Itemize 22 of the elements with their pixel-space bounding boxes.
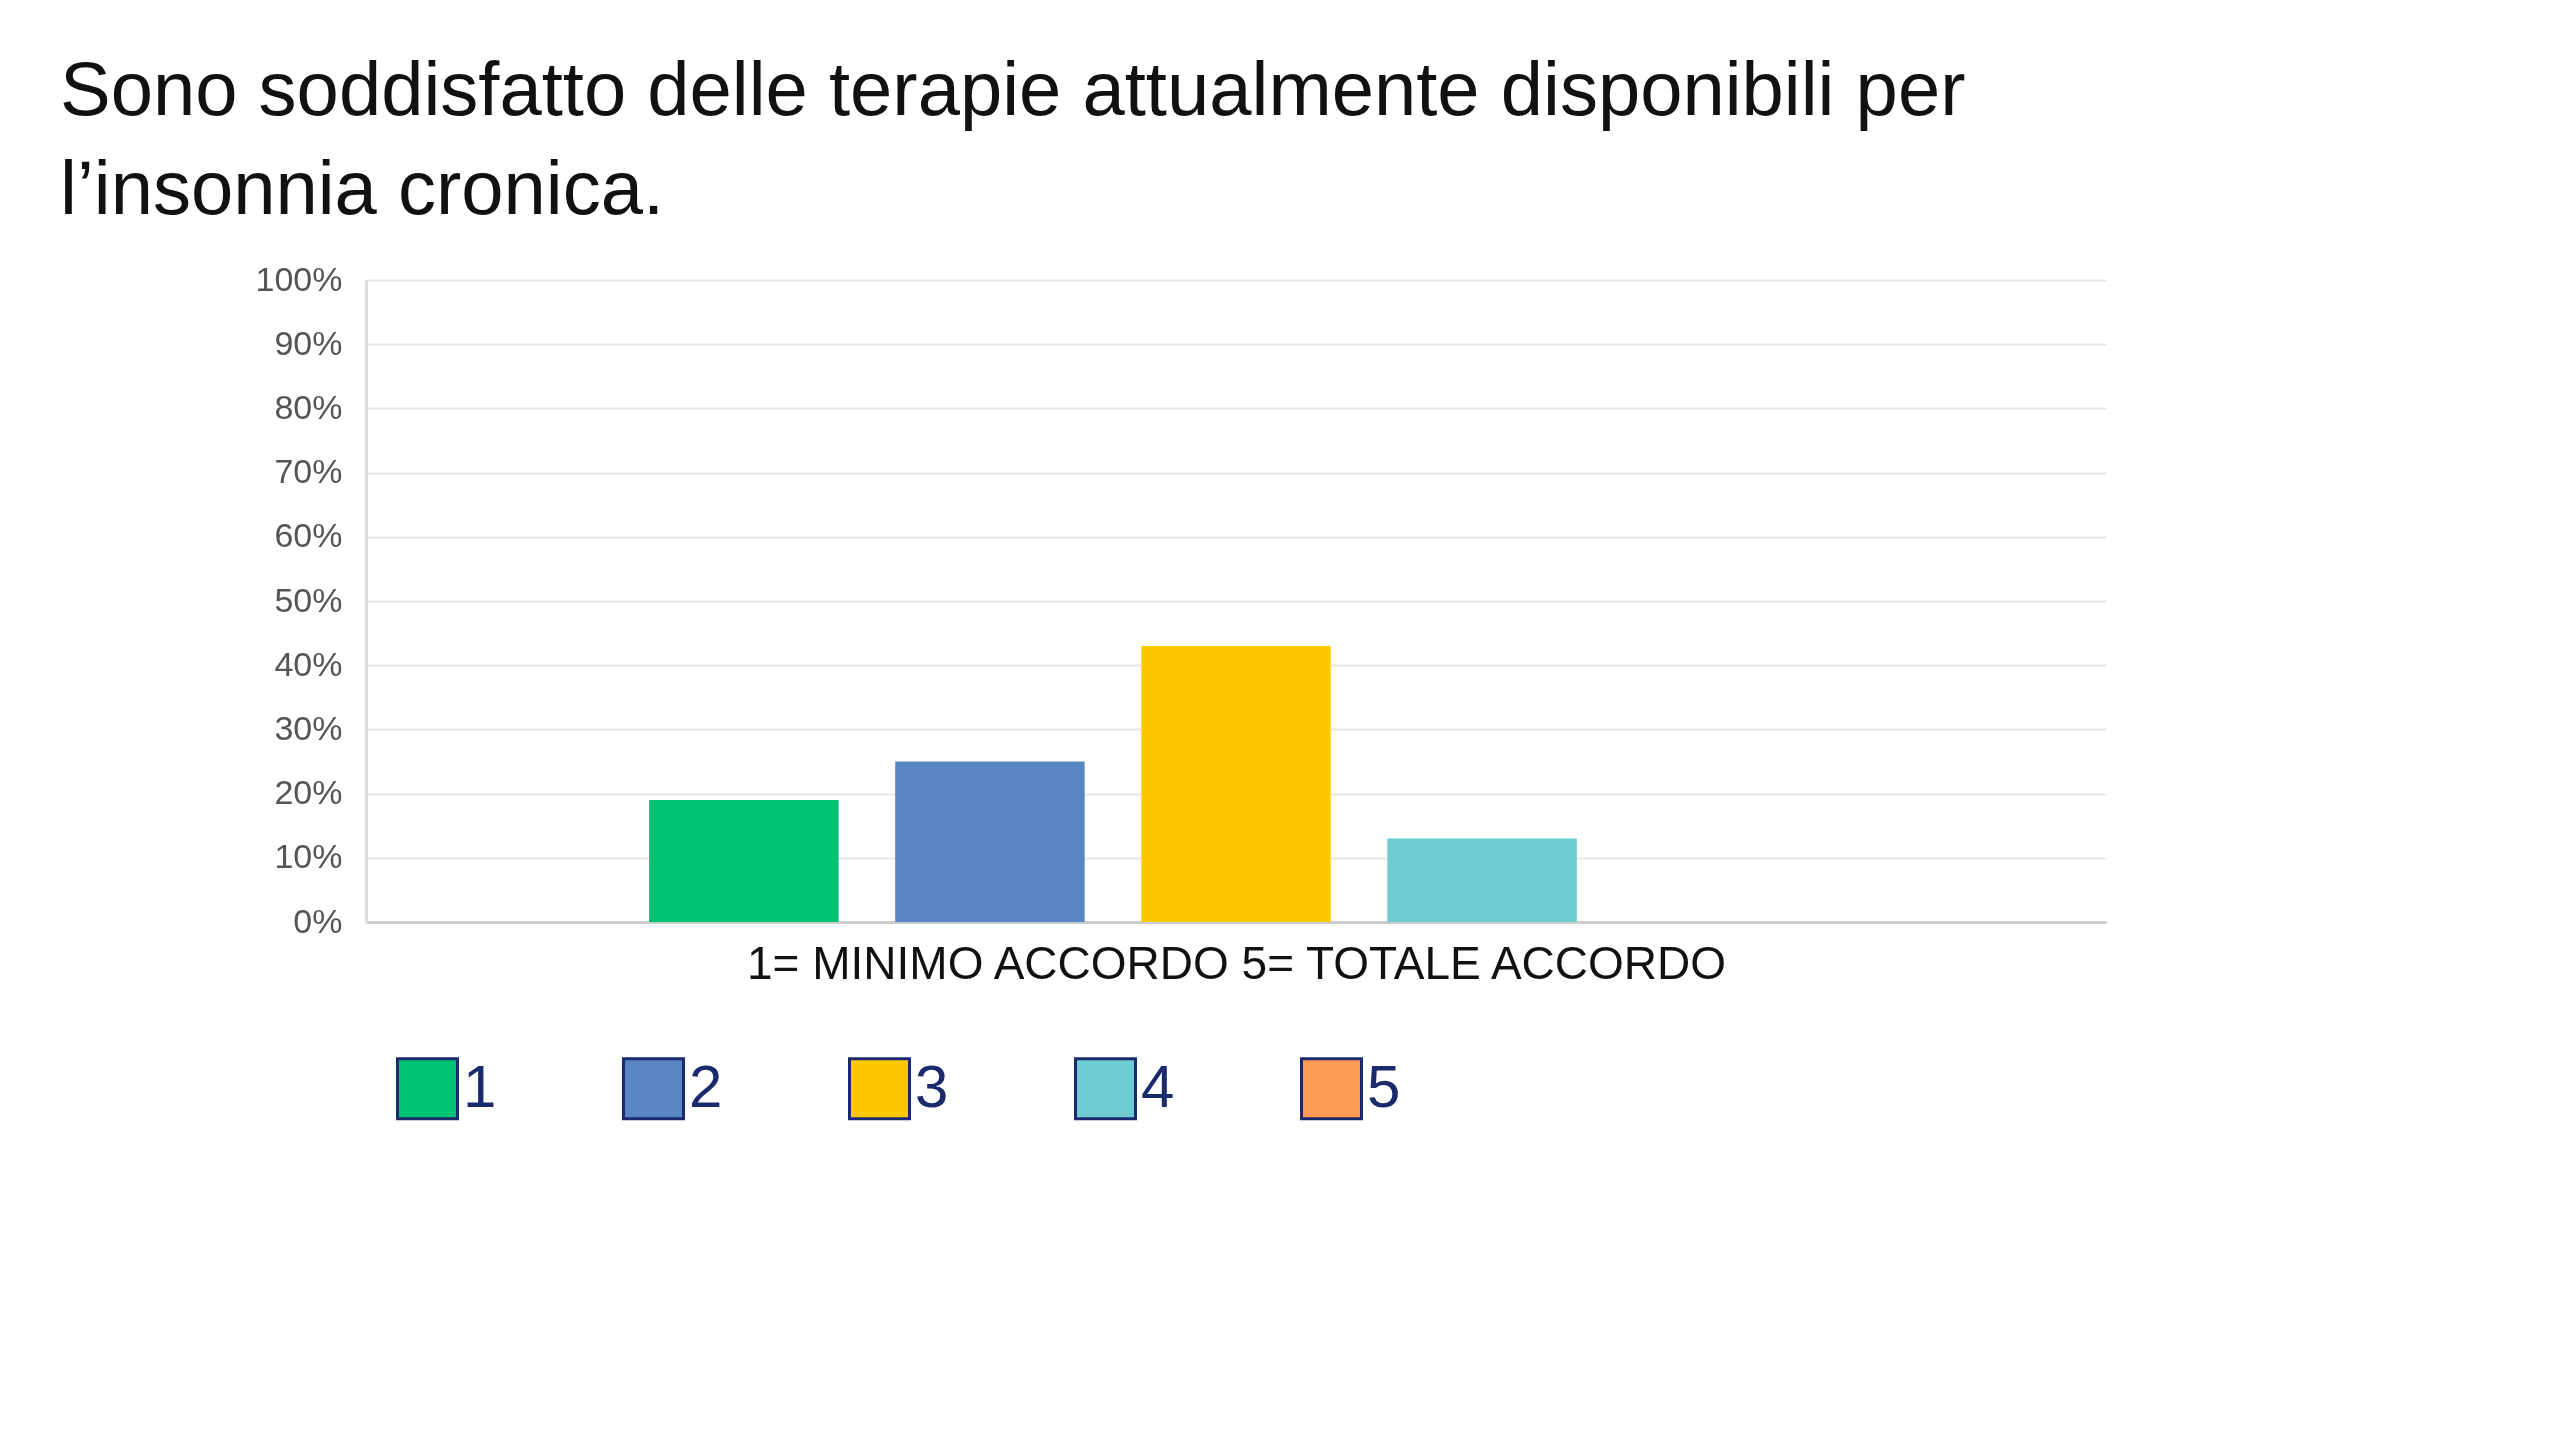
y-tick-label: 80% xyxy=(274,387,343,426)
legend-label: 5 xyxy=(1367,1052,1401,1120)
bar xyxy=(649,799,839,922)
chart-title: Sono soddisfatto delle terapie attualmente disponibili per l’insonnia cronica. xyxy=(60,45,1967,232)
y-tick-label: 60% xyxy=(274,515,343,554)
legend-label: 2 xyxy=(689,1052,723,1120)
bar xyxy=(1141,645,1331,922)
legend-label: 4 xyxy=(1141,1052,1175,1120)
legend-label: 1 xyxy=(463,1052,497,1120)
y-tick-label: 90% xyxy=(274,323,343,362)
y-tick-label: 40% xyxy=(274,644,343,683)
y-tick-label: 100% xyxy=(255,259,343,298)
bar xyxy=(895,761,1085,922)
legend-label: 3 xyxy=(915,1052,949,1120)
y-tick-label: 70% xyxy=(274,451,343,490)
y-tick-label: 20% xyxy=(274,772,343,811)
y-tick-label: 30% xyxy=(274,708,343,747)
bar xyxy=(1387,838,1577,922)
y-tick-label: 50% xyxy=(274,580,343,619)
x-axis-title: 1= MINIMO ACCORDO 5= TOTALE ACCORDO xyxy=(746,936,1727,989)
y-tick-label: 10% xyxy=(274,836,343,875)
y-tick-label: 0% xyxy=(293,901,343,940)
